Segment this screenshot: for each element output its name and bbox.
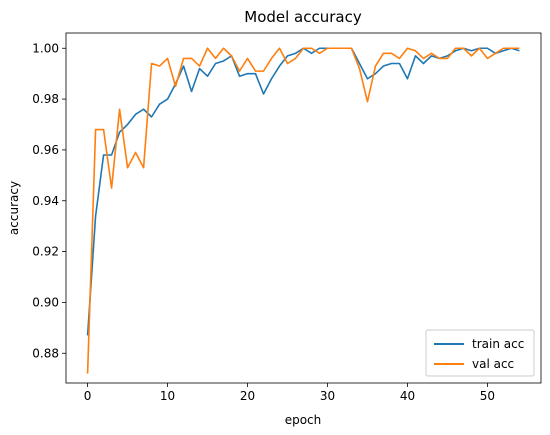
y-tick-label: 0.94 (32, 194, 59, 208)
plot-frame (65, 32, 542, 384)
x-axis-label: epoch (285, 413, 322, 427)
y-tick-label: 0.98 (32, 92, 59, 106)
x-tick-label: 20 (240, 389, 255, 403)
y-tick-label: 0.92 (32, 245, 59, 259)
axes-layer: 0 10 20 30 40 50 0.88 0.90 0.92 0.94 0.96 0.98 1.00 (32, 41, 495, 403)
plot-area (66, 33, 541, 383)
x-tick-label: 30 (320, 389, 335, 403)
legend-label-train-acc: train acc (472, 337, 524, 351)
chart-title: Model accuracy (244, 8, 362, 26)
legend: train acc val acc (425, 329, 535, 377)
x-tick-label: 40 (400, 389, 415, 403)
x-tick-label: 0 (84, 389, 92, 403)
series-line-val-acc (86, 47, 520, 374)
y-tick-label: 0.88 (32, 346, 59, 360)
y-tick-label: 0.96 (32, 143, 59, 157)
x-tick-label: 10 (160, 389, 175, 403)
legend-label-val-acc: val acc (472, 357, 514, 371)
x-tick-label: 50 (480, 389, 495, 403)
y-tick-label: 1.00 (32, 41, 59, 55)
y-tick-label: 0.90 (32, 295, 59, 309)
series-layer (86, 47, 520, 374)
y-axis-label: accuracy (7, 181, 21, 235)
